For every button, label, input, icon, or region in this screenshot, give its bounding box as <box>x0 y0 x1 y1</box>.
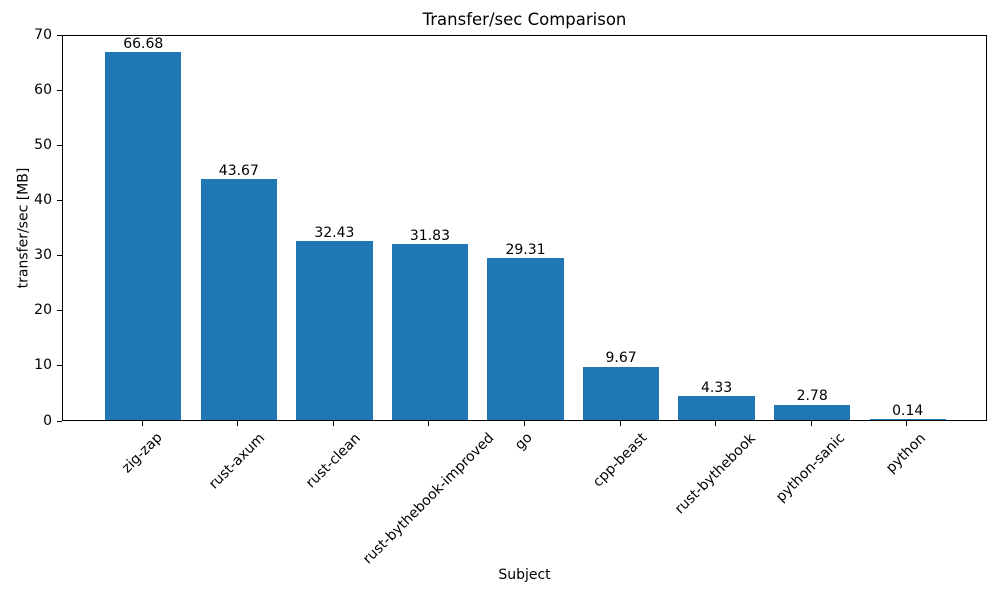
x-tick-mark <box>428 421 430 426</box>
x-tick-label: go <box>512 429 537 454</box>
y-tick-mark <box>57 34 62 36</box>
bar <box>296 241 373 420</box>
y-tick-mark <box>57 89 62 91</box>
bar <box>200 179 278 420</box>
y-tick-mark <box>57 144 62 146</box>
bar <box>678 396 755 420</box>
y-tick-label: 70 <box>34 26 52 43</box>
x-tick-label: zig-zap <box>118 430 166 477</box>
x-tick-label: cpp-beast <box>589 429 651 491</box>
bar <box>869 419 946 420</box>
x-tick-mark <box>332 421 334 426</box>
y-tick-mark <box>57 365 62 367</box>
x-tick-mark <box>237 421 239 426</box>
x-tick-mark <box>141 421 143 426</box>
y-tick-mark <box>57 420 62 422</box>
y-tick-label: 30 <box>34 247 52 264</box>
chart-title: Transfer/sec Comparison <box>422 10 627 29</box>
y-tick-label: 10 <box>34 357 52 374</box>
x-tick-mark <box>524 421 525 426</box>
x-tick-label: rust-clean <box>302 429 364 491</box>
bar-value-label: 66.68 <box>123 35 164 52</box>
x-tick-mark <box>619 421 621 426</box>
y-tick-mark <box>57 199 62 201</box>
bar <box>105 52 182 420</box>
x-tick-mark <box>810 421 812 426</box>
bar-value-label: 9.67 <box>605 350 637 367</box>
y-tick-label: 50 <box>34 136 52 153</box>
plot-area: 66.68 43.67 32.43 31.83 29.31 9.67 4.33 2.78 0.1… <box>62 35 987 421</box>
y-tick-label: 40 <box>34 191 52 208</box>
x-tick-label: rust-bythebook <box>671 430 759 517</box>
bar <box>773 404 851 420</box>
y-tick-mark <box>57 255 62 257</box>
bar <box>487 258 564 420</box>
y-tick-label: 0 <box>43 412 52 429</box>
x-tick-label: rust-bythebook-improved <box>360 429 498 568</box>
bar-value-label: 32.43 <box>314 224 355 241</box>
bar-value-label: 43.67 <box>218 162 259 179</box>
x-tick-label: python <box>883 430 930 476</box>
bar <box>582 366 660 420</box>
x-tick-mark <box>715 421 717 426</box>
x-tick-label: rust-axum <box>206 430 269 493</box>
x-tick-mark <box>906 421 908 426</box>
bar-value-label: 0.14 <box>892 402 924 419</box>
y-tick-label: 60 <box>34 81 52 98</box>
bar-value-label: 29.31 <box>505 241 546 258</box>
bar <box>391 244 469 420</box>
y-axis-label: transfer/sec [MB] <box>15 167 32 289</box>
bar-value-label: 4.33 <box>701 379 733 396</box>
y-tick-label: 20 <box>34 302 52 319</box>
x-axis-label: Subject <box>498 567 551 583</box>
x-tick-label: python-sanic <box>773 429 849 505</box>
bar-value-label: 2.78 <box>796 388 828 405</box>
y-tick-mark <box>57 310 62 312</box>
bar-value-label: 31.83 <box>409 227 450 244</box>
